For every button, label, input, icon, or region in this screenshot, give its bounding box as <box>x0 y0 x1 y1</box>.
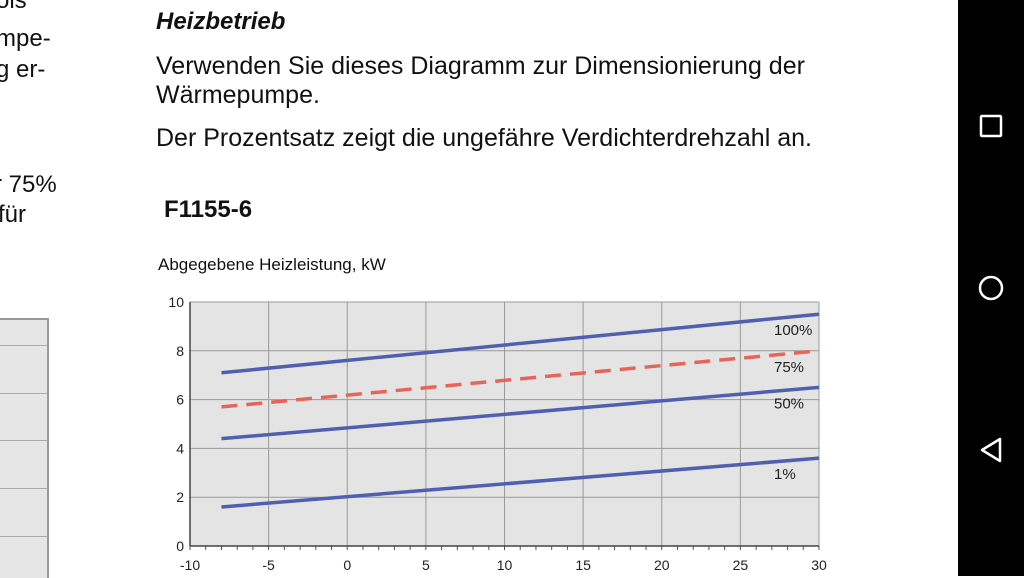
section-heading: Heizbetrieb <box>156 8 286 35</box>
home-icon <box>978 275 1004 301</box>
y-tick-label: 6 <box>176 392 184 408</box>
y-tick-label: 0 <box>176 538 184 554</box>
x-tick-label: 25 <box>733 557 749 573</box>
series-label: 1% <box>774 466 796 483</box>
left-chart-fragment <box>0 318 49 578</box>
series-line-100pct <box>221 312 820 375</box>
series-label: 75% <box>774 359 804 376</box>
x-tick-label: -5 <box>262 557 275 573</box>
x-tick-label: 0 <box>343 557 351 573</box>
x-tick-label: 20 <box>654 557 670 573</box>
home-button[interactable] <box>958 263 1024 313</box>
left-text-line: mpe- <box>0 25 51 52</box>
navigation-bar <box>958 0 1024 576</box>
left-text-line: r 75% <box>0 171 57 198</box>
y-axis-label: Abgegebene Heizleistung, kW <box>158 255 386 274</box>
y-tick-label: 2 <box>176 489 184 505</box>
recents-icon <box>979 114 1003 138</box>
y-tick-label: 8 <box>176 343 184 359</box>
y-tick-label: 10 <box>168 294 184 310</box>
x-tick-label: 5 <box>422 557 430 573</box>
heating-capacity-chart: -10 -5 0 5 10 15 20 25 30 0 2 4 6 8 10 100% 75% 50% 1% <box>168 294 827 573</box>
paragraph-dimensioning: Verwenden Sie dieses Diagramm zur Dimens… <box>156 52 805 109</box>
recents-button[interactable] <box>958 101 1024 151</box>
x-tick-label: 30 <box>811 557 827 573</box>
paragraph-percentage: Der Prozentsatz zeigt die ungefähre Verd… <box>156 124 812 152</box>
series-label: 100% <box>774 322 812 339</box>
left-text-line: g er- <box>0 56 46 83</box>
x-tick-label: 10 <box>497 557 513 573</box>
series-line-1pct <box>221 456 820 509</box>
series-line-50pct <box>221 385 820 441</box>
series-line-75pct <box>221 349 820 409</box>
left-text-line: für <box>0 201 27 228</box>
series-label: 50% <box>774 395 804 412</box>
model-title: F1155-6 <box>164 196 253 223</box>
x-tick-label: -10 <box>180 557 200 573</box>
back-button[interactable] <box>958 425 1024 475</box>
y-tick-label: 4 <box>176 440 184 456</box>
x-tick-label: 15 <box>575 557 591 573</box>
back-icon <box>980 437 1002 463</box>
left-text-line: ois <box>0 0 27 14</box>
